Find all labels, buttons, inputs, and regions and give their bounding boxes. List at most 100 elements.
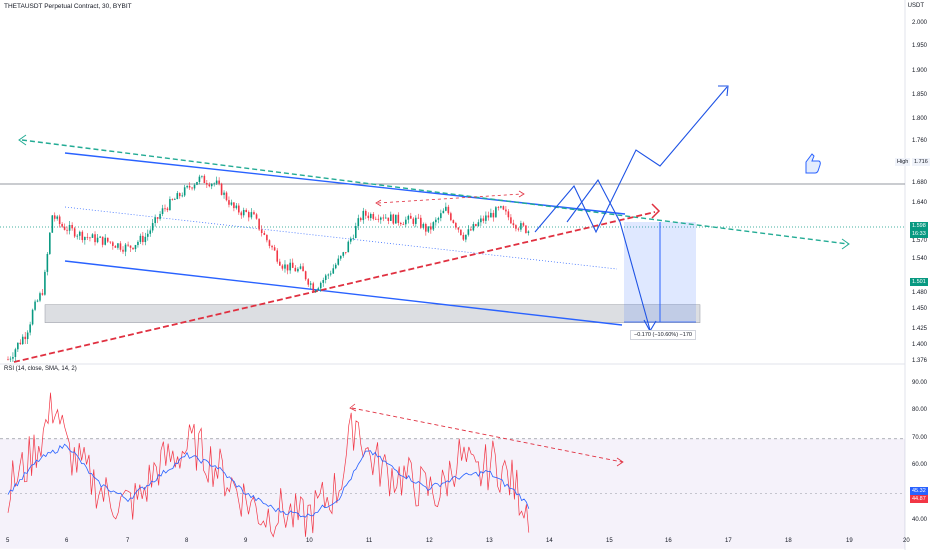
candle-body — [395, 214, 397, 224]
green-dashed-trend — [21, 139, 849, 245]
price-tick-label: 1.376 — [912, 358, 928, 364]
candle-body — [490, 212, 492, 218]
red-top-arrow-r — [518, 190, 525, 198]
candle-body — [242, 209, 245, 216]
candle-body — [324, 275, 327, 281]
candle-body — [271, 245, 273, 248]
rsi-tick-label: 80.00 — [912, 407, 928, 414]
candle-body — [515, 225, 517, 229]
rsi-ma-line — [7, 443, 530, 518]
price-tick-label: 1.680 — [912, 180, 928, 186]
high-value: 1.716 — [912, 158, 930, 166]
candle-body — [502, 206, 505, 210]
candle-body — [382, 217, 385, 219]
candle-body — [374, 218, 377, 220]
time-tick-label: 10 — [306, 538, 313, 544]
candle-body — [63, 226, 66, 230]
rsi-ma-badge: 45.32 — [910, 487, 928, 495]
candle-body — [432, 222, 435, 230]
candle-body — [299, 266, 302, 269]
candle-body — [203, 175, 206, 184]
candle-body — [402, 224, 405, 225]
candle-body — [430, 226, 432, 230]
candle-body — [447, 206, 450, 214]
time-tick-label: 17 — [725, 538, 732, 544]
candle-body — [68, 225, 71, 231]
candle-body — [349, 238, 352, 242]
candle-body — [369, 213, 372, 219]
candle-body — [161, 208, 164, 214]
candle-body — [452, 220, 455, 224]
candle-body — [332, 268, 335, 274]
channel-lower — [64, 260, 623, 326]
candle-body — [119, 243, 122, 250]
candle-body — [276, 250, 279, 262]
candle-body — [379, 217, 382, 220]
candle-body — [56, 216, 59, 219]
candle-body — [329, 273, 332, 275]
candle-body — [149, 230, 152, 234]
candle-body — [520, 223, 522, 230]
high-label: High — [895, 158, 911, 166]
candle-body — [410, 215, 412, 219]
candle-body — [21, 336, 24, 345]
candle-body — [422, 224, 425, 228]
candle-body — [12, 356, 14, 359]
candle-body — [66, 229, 68, 231]
candle-body — [9, 358, 12, 360]
rsi-value-badge: 44.87 — [910, 495, 928, 503]
candle-body — [174, 199, 176, 200]
candle-body — [210, 184, 213, 187]
channel-mid — [64, 206, 618, 270]
candle-body — [392, 214, 395, 224]
candle-body — [240, 212, 243, 216]
candle-body — [284, 264, 286, 269]
candle-body — [387, 217, 390, 221]
candle-body — [41, 293, 44, 295]
candle-body — [78, 231, 81, 236]
candle-body — [230, 202, 233, 205]
candle-body — [367, 215, 370, 219]
candle-body — [273, 247, 276, 251]
candle-body — [104, 237, 107, 245]
candle-body — [84, 236, 86, 241]
candle-body — [71, 225, 73, 229]
candle-body — [470, 229, 472, 231]
candle-body — [193, 184, 196, 189]
candle-body — [19, 342, 22, 345]
rsi-tick-label: 90.00 — [912, 379, 928, 386]
candle-body — [309, 283, 312, 285]
candle-body — [245, 209, 247, 213]
candle-body — [134, 245, 137, 250]
candle-body — [169, 199, 171, 211]
candle-body — [99, 236, 101, 238]
red-arrow — [651, 203, 661, 219]
candle-body — [500, 206, 502, 208]
candle-body — [480, 218, 482, 223]
candle-body — [505, 209, 507, 212]
thumbs-up-icon — [805, 153, 821, 174]
candle-body — [337, 258, 340, 265]
candle-body — [495, 207, 497, 218]
time-tick-label: 19 — [846, 538, 853, 544]
candle-body — [314, 290, 317, 292]
candle-body — [235, 205, 238, 209]
candle-body — [94, 234, 96, 243]
candle-body — [475, 224, 477, 226]
candle-body — [255, 214, 258, 219]
red-top-arrow-l — [375, 199, 382, 207]
candle-body — [412, 218, 415, 224]
candle-body — [225, 192, 228, 201]
candle-body — [49, 232, 51, 254]
candle-body — [525, 225, 527, 233]
candle-body — [455, 223, 457, 228]
candle-body — [178, 193, 181, 197]
candle-body — [132, 247, 134, 250]
candle-body — [146, 233, 149, 237]
time-tick-label: 7 — [126, 538, 130, 544]
candle-body — [109, 241, 112, 243]
candle-body — [218, 180, 220, 184]
candle-body — [492, 212, 495, 218]
